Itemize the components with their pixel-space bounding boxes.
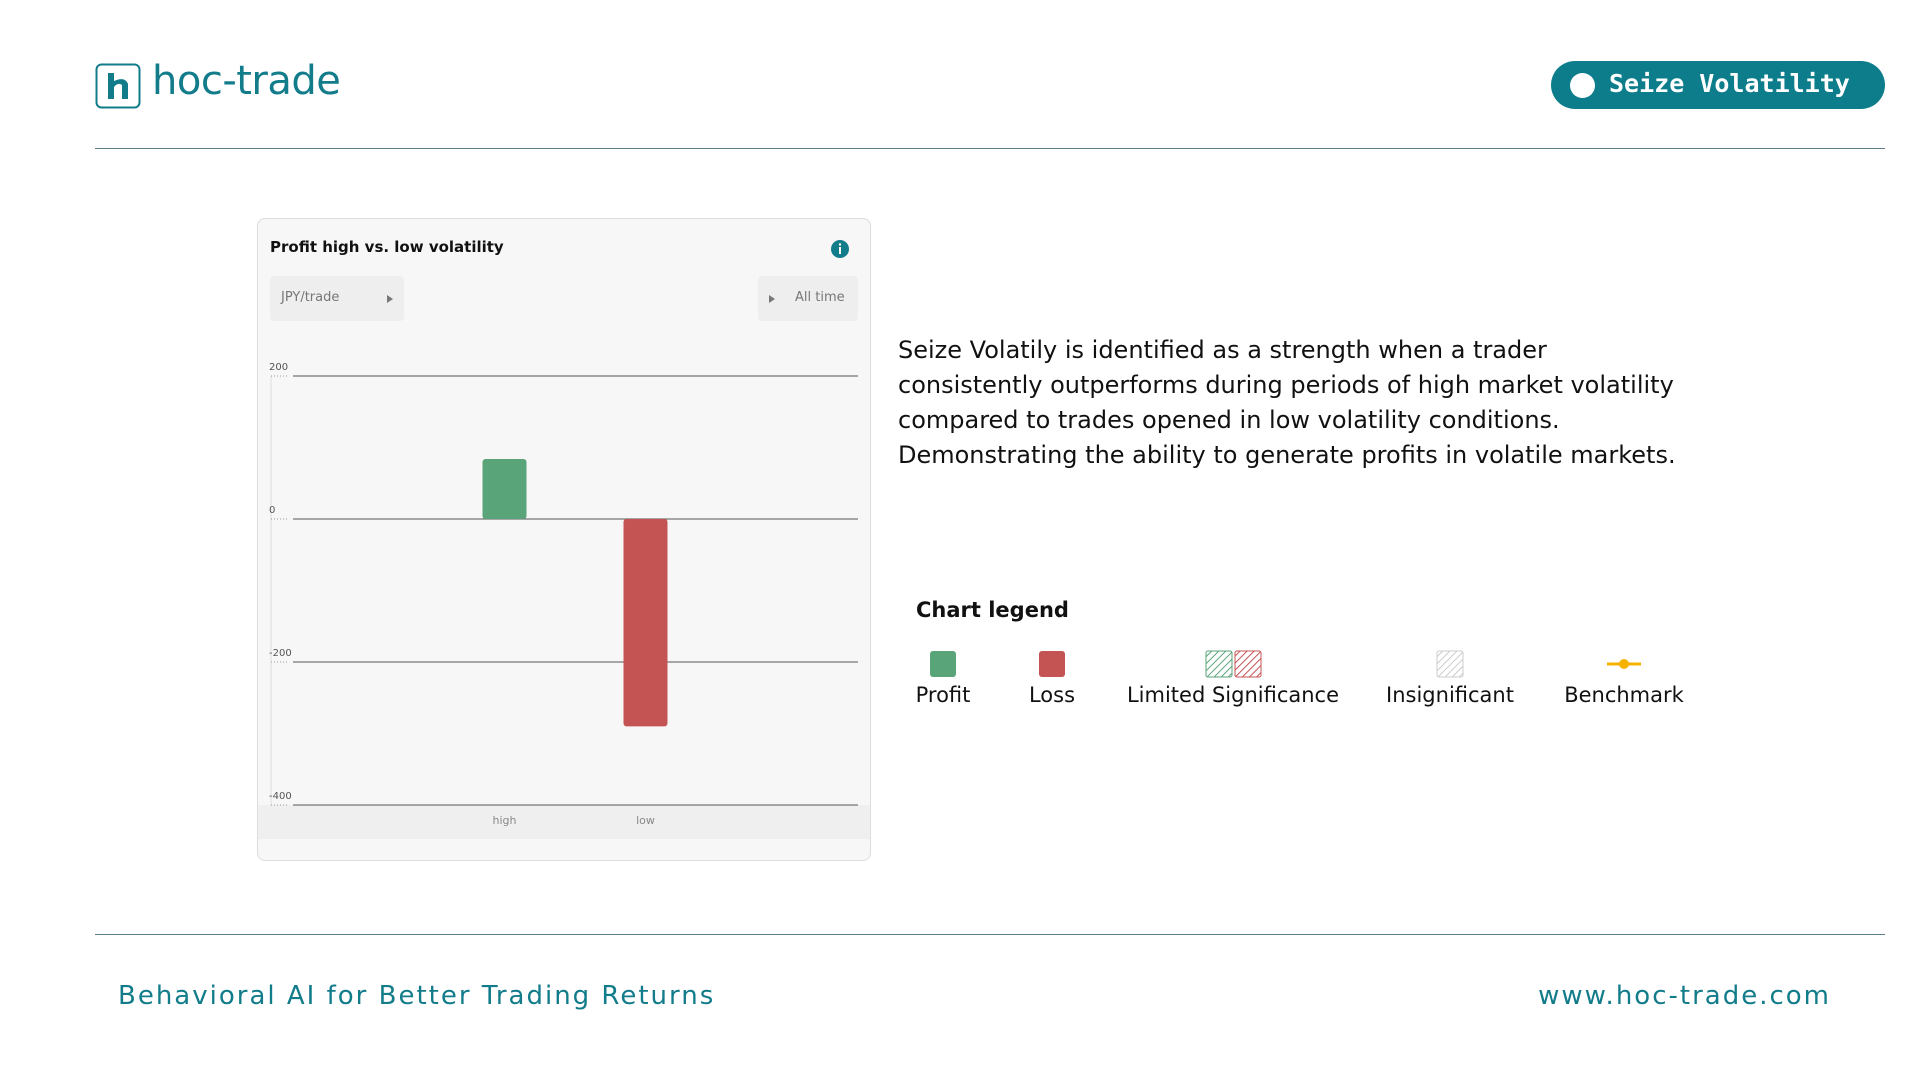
legend-swatch — [930, 651, 956, 677]
legend-label: Insignificant — [1386, 683, 1514, 707]
legend-swatch — [1205, 650, 1262, 678]
bar — [623, 519, 668, 727]
divider — [95, 934, 1885, 935]
info-icon[interactable] — [830, 239, 850, 259]
logo-text: hoc-trade — [152, 58, 341, 104]
legend-swatch — [1039, 651, 1065, 677]
footer-tagline: Behavioral AI for Better Trading Returns — [118, 981, 716, 1011]
arrow — [387, 295, 393, 303]
period-selector-text: All time — [795, 290, 845, 305]
bar — [482, 458, 527, 519]
period-selector[interactable]: All time — [758, 276, 858, 321]
y-tick-label: -200 — [269, 648, 292, 659]
badge-text: Seize Volatility — [1609, 69, 1850, 98]
description: Seize Volatily is identified as a streng… — [898, 336, 1676, 469]
y-tick-label: 0 — [269, 505, 275, 516]
legend-label: Profit — [915, 683, 971, 707]
arrow — [769, 295, 775, 303]
unit-selector[interactable]: JPY/trade — [270, 276, 404, 321]
divider — [95, 148, 1885, 149]
legend-label: Limited Significance — [1126, 683, 1340, 707]
unit-selector-text: JPY/trade — [281, 290, 340, 305]
y-tick-label: -400 — [269, 791, 292, 802]
legend-swatch — [1607, 659, 1641, 669]
legend-label: Benchmark — [1564, 683, 1684, 707]
legend-label: Loss — [1028, 683, 1076, 707]
badge: Seize Volatility — [1551, 61, 1885, 109]
x-tick-label: high — [493, 814, 517, 827]
x-tick-label: low — [636, 814, 655, 827]
legend-title: Chart legend — [916, 598, 1069, 622]
logo-icon — [95, 63, 141, 109]
legend-swatch — [1436, 650, 1464, 678]
chart-title: Profit high vs. low volatility — [270, 238, 504, 256]
y-tick-label: 200 — [269, 362, 288, 373]
footer-url[interactable]: www.hoc-trade.com — [1538, 981, 1831, 1011]
chart: 200 0 -200 -400 high low — [269, 362, 858, 827]
x-axis-strip — [258, 805, 870, 839]
chart-card: Profit high vs. low volatility JPY/trade… — [257, 218, 871, 861]
badge-dot — [1570, 73, 1595, 98]
